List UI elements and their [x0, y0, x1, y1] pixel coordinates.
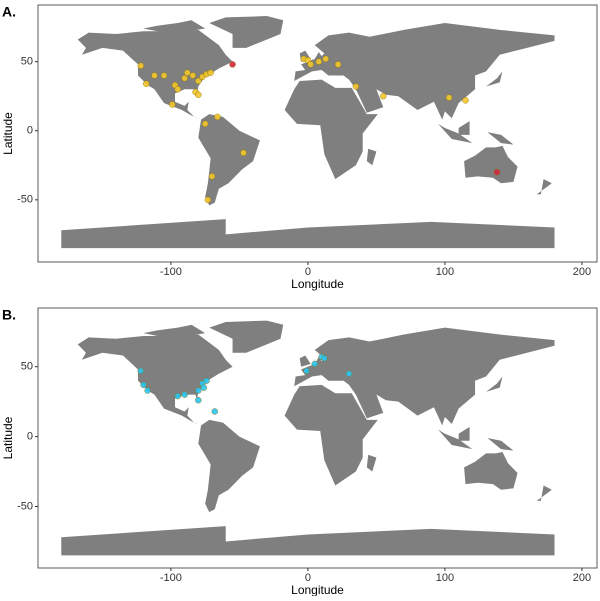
panel-label: A. [2, 4, 16, 20]
land [61, 16, 555, 249]
y-tick-label: 50 [21, 361, 33, 373]
site-point [137, 62, 144, 69]
y-tick-label: 0 [27, 431, 33, 443]
landmass [464, 145, 518, 184]
site-point [195, 91, 202, 99]
site-point [181, 391, 188, 398]
site-point [151, 72, 158, 79]
site-point [380, 92, 387, 100]
site-point [345, 370, 353, 377]
y-axis-label: Latitude [1, 416, 15, 459]
x-tick-label: -100 [160, 572, 182, 584]
plot-frame [37, 4, 598, 263]
landmass [536, 179, 552, 195]
site-point [462, 97, 469, 104]
landmass [61, 526, 555, 556]
site-point [201, 120, 209, 128]
landmass [438, 429, 473, 450]
site-point [144, 387, 151, 394]
site-point [200, 384, 207, 391]
site-point [321, 355, 328, 362]
x-tick-label: 100 [436, 266, 454, 278]
landmass [458, 121, 470, 135]
site-point [307, 61, 314, 68]
x-tick-label: -100 [160, 266, 182, 278]
landmass [486, 376, 503, 392]
landmass [486, 71, 503, 87]
landmass [366, 454, 377, 472]
site-point [195, 397, 202, 404]
landmass [366, 148, 377, 166]
site-point [195, 77, 202, 85]
land [61, 320, 555, 556]
y-tick-label: 50 [21, 56, 33, 68]
site-point [303, 367, 310, 375]
site-point [169, 101, 176, 108]
site-point [174, 86, 181, 93]
landmass [143, 16, 213, 35]
map-panel: -100 0 100 200 -50 0 50 Longitude Latitude B. [1, 307, 598, 597]
landmass [198, 419, 260, 513]
landmass [458, 426, 470, 441]
landmass [487, 132, 514, 145]
landmass [464, 451, 518, 490]
site-point [352, 83, 360, 90]
landmass [536, 485, 552, 501]
x-axis-label: Longitude [291, 277, 344, 291]
site-point [174, 392, 181, 400]
site-point [140, 381, 147, 389]
site-point [334, 61, 342, 68]
site-point [181, 75, 188, 82]
site-point [493, 168, 501, 176]
site-point [137, 367, 144, 375]
site-point [207, 69, 214, 76]
y-tick-label: 0 [27, 125, 33, 137]
x-tick-label: 100 [436, 572, 454, 584]
x-tick-label: 0 [305, 266, 311, 278]
site-point [195, 387, 202, 394]
site-point [311, 360, 318, 368]
y-axis-label: Latitude [1, 112, 15, 155]
site-point [214, 113, 221, 121]
site-point [315, 58, 323, 65]
landmass [294, 22, 555, 120]
landmass [284, 384, 378, 486]
site-point [160, 72, 168, 79]
site-point [211, 408, 218, 415]
landmass [209, 320, 284, 353]
site-point [240, 149, 247, 157]
site-point [143, 80, 150, 87]
x-tick-label: 200 [573, 572, 591, 584]
landmass [299, 355, 311, 367]
site-point [204, 196, 212, 204]
landmass [487, 438, 514, 451]
x-tick-label: 200 [573, 266, 591, 278]
landmass [294, 327, 555, 426]
y-tick-label: -50 [17, 194, 33, 206]
site-point [184, 69, 191, 76]
landmass [284, 79, 378, 180]
map-panel: -100 0 100 200 -50 0 50 Longitude Latitude A. [1, 4, 598, 291]
site-point [208, 173, 216, 180]
site-point [445, 94, 453, 101]
landmass [77, 334, 233, 426]
x-axis-label: Longitude [291, 583, 344, 596]
site-point [203, 377, 210, 384]
landmass [61, 219, 555, 249]
plot-frame [37, 307, 598, 569]
panel-label: B. [2, 307, 16, 323]
landmass [198, 114, 260, 206]
landmass [143, 320, 213, 339]
x-tick-label: 0 [305, 572, 311, 584]
landmass [209, 16, 284, 48]
site-point [322, 55, 329, 63]
landmass [438, 123, 473, 144]
site-point [189, 72, 197, 79]
y-tick-label: -50 [17, 500, 33, 512]
site-point [229, 61, 236, 68]
